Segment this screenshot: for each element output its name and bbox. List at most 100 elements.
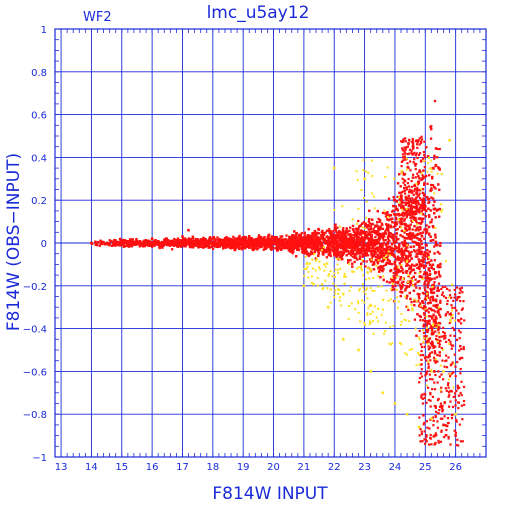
- data-point: [419, 222, 423, 225]
- data-point: [335, 237, 338, 241]
- data-point: [297, 246, 300, 249]
- data-point: [314, 245, 318, 248]
- data-point: [439, 241, 442, 245]
- data-point: [218, 245, 221, 248]
- data-point: [425, 279, 429, 282]
- data-point: [202, 245, 205, 248]
- data-point: [269, 238, 272, 241]
- data-point: [425, 324, 428, 327]
- data-point: [431, 175, 434, 179]
- data-point: [293, 230, 296, 233]
- data-point: [427, 214, 431, 217]
- data-point: [287, 238, 290, 241]
- data-point: [372, 227, 375, 230]
- data-point: [321, 253, 325, 256]
- data-point: [399, 286, 402, 289]
- data-point: [418, 262, 421, 266]
- data-point: [238, 247, 241, 250]
- data-point: [173, 244, 176, 247]
- data-point: [387, 237, 390, 240]
- data-point: [362, 260, 365, 263]
- data-point: [222, 239, 225, 242]
- data-point: [313, 243, 316, 246]
- data-point: [416, 313, 419, 316]
- data-point: [409, 270, 412, 273]
- data-point: [407, 204, 410, 208]
- data-point: [298, 239, 301, 242]
- data-point: [305, 251, 309, 254]
- data-point: [427, 257, 430, 260]
- data-point: [432, 313, 435, 316]
- data-point: [389, 248, 392, 251]
- data-point: [257, 234, 260, 238]
- data-point: [391, 284, 395, 288]
- data-point: [393, 221, 396, 225]
- data-point: [124, 239, 127, 242]
- data-point: [365, 248, 368, 251]
- data-point: [421, 256, 424, 259]
- data-point: [291, 234, 295, 237]
- data-point: [406, 262, 409, 265]
- data-point: [395, 273, 398, 277]
- data-point: [402, 284, 405, 287]
- data-point: [426, 249, 429, 252]
- data-point: [122, 245, 126, 248]
- data-point: [389, 269, 393, 272]
- data-point: [267, 241, 270, 245]
- data-point: [372, 268, 376, 271]
- data-point: [415, 286, 418, 289]
- data-point: [349, 254, 353, 257]
- data-point: [434, 216, 437, 219]
- data-point: [413, 240, 416, 244]
- data-point: [347, 241, 350, 244]
- data-point: [354, 233, 358, 236]
- data-point: [260, 239, 263, 242]
- data-point: [439, 339, 442, 343]
- chart-title: lmc_u5ay12: [207, 3, 310, 23]
- data-point: [351, 255, 354, 258]
- data-point: [345, 235, 348, 238]
- data-point: [438, 313, 441, 316]
- data-point: [300, 231, 304, 235]
- data-point: [428, 263, 432, 266]
- data-point: [312, 239, 315, 242]
- data-point: [376, 241, 380, 244]
- data-point: [346, 249, 350, 253]
- data-point: [348, 233, 351, 237]
- data-point: [417, 188, 420, 192]
- data-point: [422, 175, 425, 178]
- data-point: [312, 232, 315, 235]
- data-point: [333, 243, 336, 246]
- data-point: [335, 248, 338, 251]
- data-point: [357, 227, 360, 230]
- data-point: [172, 242, 176, 245]
- data-point: [354, 235, 357, 238]
- data-point: [411, 234, 414, 237]
- data-point: [406, 269, 409, 273]
- data-point: [366, 233, 369, 236]
- data-point: [410, 269, 414, 272]
- data-point: [188, 242, 191, 246]
- data-point: [378, 232, 381, 235]
- data-point: [419, 203, 423, 207]
- data-point: [159, 244, 162, 248]
- data-point: [346, 230, 349, 234]
- data-point: [202, 246, 205, 249]
- data-point: [328, 236, 331, 239]
- data-point: [261, 237, 264, 240]
- data-point: [377, 227, 380, 230]
- data-point: [426, 155, 430, 158]
- data-point: [336, 234, 340, 237]
- data-point: [402, 245, 405, 248]
- data-point: [376, 262, 380, 265]
- data-point: [368, 250, 371, 253]
- data-point: [397, 251, 401, 254]
- data-point: [301, 251, 304, 254]
- data-point: [395, 240, 398, 243]
- data-point: [340, 252, 344, 255]
- data-point: [374, 235, 377, 239]
- data-point: [415, 243, 418, 246]
- data-point: [429, 209, 432, 212]
- data-point: [407, 234, 410, 238]
- data-point: [252, 248, 256, 251]
